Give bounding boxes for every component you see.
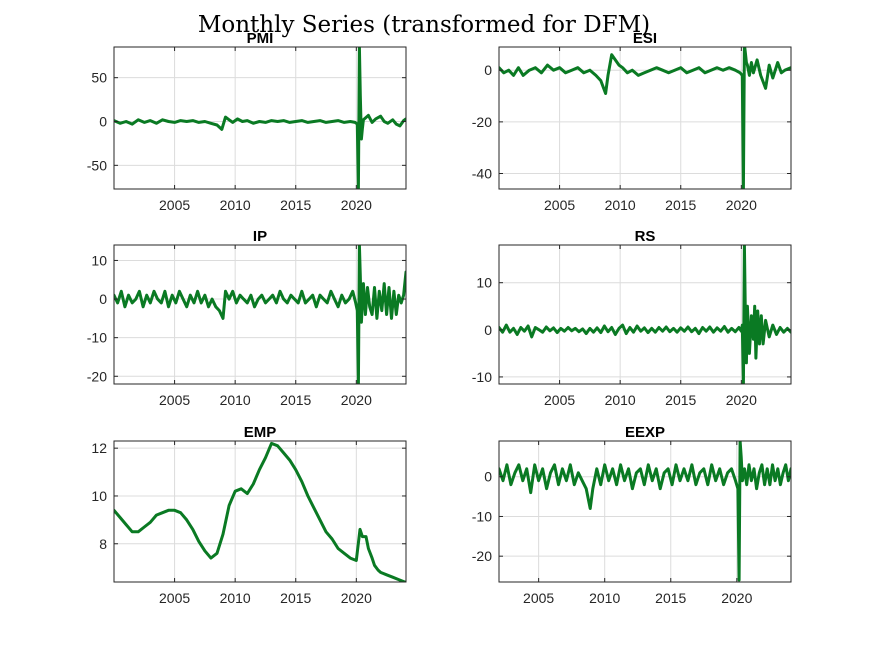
subplot-title: EEXP: [625, 424, 665, 441]
x-tick-label: 2005: [544, 197, 575, 213]
subplot-title: ESI: [633, 30, 657, 47]
y-tick-label: -20: [472, 548, 492, 564]
series-line-ip: [114, 245, 406, 384]
axes-border: [498, 46, 792, 190]
y-tick-label: 10: [91, 252, 107, 268]
subplot-emp: 2005 2010 2015 2020 8 10 12 EMP: [91, 424, 407, 606]
x-tick-label: 2020: [341, 590, 372, 606]
y-tick-label: 12: [91, 440, 107, 456]
series-line-eexp: [499, 441, 791, 582]
y-tick-label: 50: [91, 70, 107, 86]
x-tick-label: 2005: [544, 392, 575, 408]
y-tick-label: -20: [87, 368, 107, 384]
x-tick-label: 2020: [721, 590, 752, 606]
axes-border: [113, 440, 407, 583]
x-tick-label: 2020: [341, 197, 372, 213]
y-tick-label: 10: [476, 275, 492, 291]
axes-box: [498, 440, 792, 583]
x-tick-label: 2005: [159, 590, 190, 606]
subplot-eexp: 2005 2010 2015 2020 -20 -10 0 EEXP: [472, 424, 792, 606]
x-tick-label: 2005: [159, 392, 190, 408]
figure-title: Monthly Series (transformed for DFM): [198, 12, 650, 38]
y-tick-label: -50: [87, 157, 107, 173]
x-tick-label: 2015: [280, 392, 311, 408]
axes-border: [113, 46, 407, 190]
x-tick-label: 2020: [726, 392, 757, 408]
y-tick-label: 0: [484, 62, 492, 78]
y-tick-label: -20: [472, 114, 492, 130]
y-tick-label: -10: [472, 369, 492, 385]
x-tick-label: 2015: [280, 590, 311, 606]
subplot-title: IP: [253, 228, 267, 245]
axes-box: [113, 440, 407, 583]
axes-border: [498, 440, 792, 583]
x-tick-label: 2010: [220, 197, 251, 213]
subplot-esi: 2005 2010 2015 2020 -40 -20 0 ESI: [472, 30, 792, 213]
x-tick-label: 2010: [220, 392, 251, 408]
subplot-title: PMI: [247, 30, 274, 47]
y-tick-label: 8: [99, 536, 107, 552]
x-tick-label: 2010: [589, 590, 620, 606]
series-line-emp: [114, 441, 406, 582]
series-line-pmi: [114, 47, 406, 189]
y-tick-label: 0: [484, 322, 492, 338]
x-tick-label: 2020: [726, 197, 757, 213]
series-line-rs: [499, 245, 791, 384]
y-tick-label: 10: [91, 488, 107, 504]
subplot-rs: 2005 2010 2015 2020 -10 0 10 RS: [472, 228, 792, 408]
series-line-esi: [499, 47, 791, 189]
x-tick-label: 2005: [159, 197, 190, 213]
y-tick-label: -40: [472, 166, 492, 182]
subplot-grid: 2005 2010 2015 2020 -50 0 50 PMI 2005 2010 2015 202…: [87, 30, 792, 606]
subplot-ip: 2005 2010 2015 2020 -20 -10 0 10 IP: [87, 228, 407, 408]
y-tick-label: 0: [99, 114, 107, 130]
subplot-pmi: 2005 2010 2015 2020 -50 0 50 PMI: [87, 30, 407, 213]
x-tick-label: 2020: [341, 392, 372, 408]
y-tick-label: 0: [99, 291, 107, 307]
y-tick-label: 0: [484, 469, 492, 485]
x-tick-label: 2015: [665, 197, 696, 213]
x-tick-label: 2010: [220, 590, 251, 606]
x-tick-label: 2015: [280, 197, 311, 213]
x-tick-label: 2005: [523, 590, 554, 606]
x-tick-label: 2015: [665, 392, 696, 408]
axes-border: [113, 244, 407, 385]
x-tick-label: 2015: [655, 590, 686, 606]
y-tick-label: -10: [472, 508, 492, 524]
x-tick-label: 2010: [605, 392, 636, 408]
subplot-title: EMP: [244, 424, 277, 441]
x-tick-label: 2010: [605, 197, 636, 213]
subplot-title: RS: [635, 228, 656, 245]
axes-border: [498, 244, 792, 385]
y-tick-label: -10: [87, 330, 107, 346]
